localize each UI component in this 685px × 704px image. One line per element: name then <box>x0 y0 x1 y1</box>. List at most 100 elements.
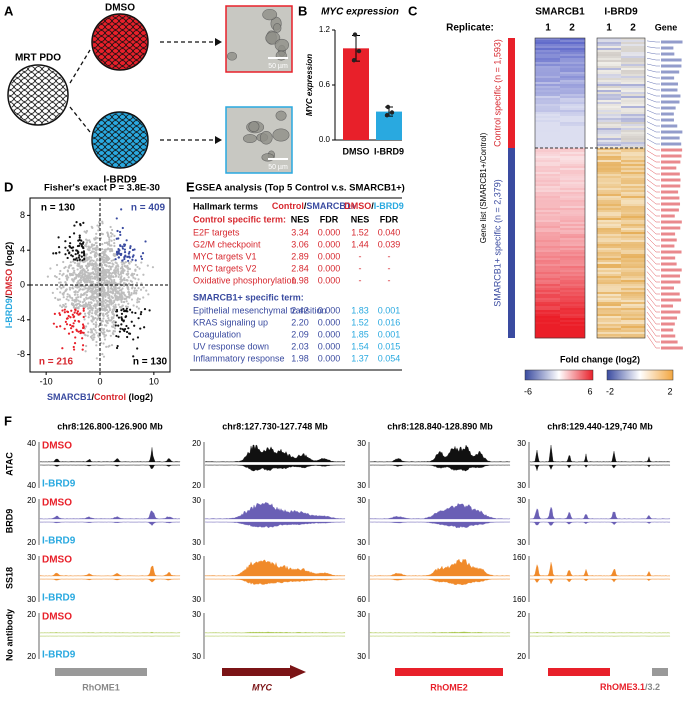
heatmap-cell <box>597 118 621 121</box>
heatmap-cell <box>621 124 645 127</box>
heatmap-cell <box>560 150 585 153</box>
scatter-dot <box>132 355 135 358</box>
scatter-dot <box>126 264 129 267</box>
scatter-dot <box>74 336 77 339</box>
scatter-dot <box>62 304 66 307</box>
scatter-dot <box>96 267 100 270</box>
track-scale: 30 <box>357 481 366 490</box>
heatmap-cell <box>535 46 560 49</box>
heatmap-cell <box>560 232 585 235</box>
scatter-dot <box>87 277 90 281</box>
heatmap-cell <box>535 114 560 117</box>
heatmap-cell <box>560 170 585 173</box>
gene-tick <box>646 156 660 163</box>
heatmap-cell <box>535 240 560 243</box>
scatter-dot <box>127 252 131 255</box>
heatmap-cell <box>535 218 560 221</box>
heatmap-cell <box>597 284 621 287</box>
scatter-dot <box>109 265 113 269</box>
heatmap-cell <box>560 302 585 305</box>
scatter-dot <box>72 304 76 307</box>
table-cell: KRAS signaling up <box>193 317 268 327</box>
heatmap-cell <box>560 214 585 217</box>
gene-tick <box>646 231 660 241</box>
gene-tick <box>646 259 660 271</box>
heatmap-cell <box>560 56 585 59</box>
scatter-dot <box>134 269 137 272</box>
scatter-dot <box>93 243 96 247</box>
scatter-dot <box>142 296 145 299</box>
heatmap-cell <box>621 242 645 245</box>
track-scale: 30 <box>517 439 526 448</box>
table-cell: 0.016 <box>378 317 401 327</box>
track-scale: 20 <box>192 439 201 448</box>
gene-name <box>661 328 674 332</box>
heatmap-cell <box>535 94 560 97</box>
scatter-dot <box>63 308 66 311</box>
scatter-dot <box>55 276 58 279</box>
scatter-dot <box>88 255 91 259</box>
heatmap-cell <box>560 312 585 315</box>
scatter-dot <box>82 315 85 319</box>
table-cell: 1.54 <box>351 341 369 351</box>
scatter-dot <box>88 313 91 316</box>
heatmap-cell <box>621 232 645 235</box>
heatmap-cell <box>560 294 585 297</box>
heatmap-cell <box>560 136 585 139</box>
scatter-dot <box>100 272 103 275</box>
heatmap-cell <box>535 226 560 229</box>
scatter-dot <box>84 305 87 309</box>
track-scale: 30 <box>192 496 201 505</box>
scatter-dot <box>108 247 112 251</box>
scatter-dot <box>65 305 68 308</box>
heatmap-cell <box>621 118 645 121</box>
heatmap-cell <box>560 316 585 319</box>
heatmap-cell <box>597 172 621 175</box>
heatmap-cell <box>535 84 560 87</box>
scatter-dot <box>111 292 115 295</box>
heatmap-cell <box>535 186 560 189</box>
heatmap-cell <box>621 44 645 47</box>
data-point <box>352 32 358 37</box>
heatmap-cell <box>597 300 621 303</box>
heatmap-cell <box>535 310 560 313</box>
scatter-dot <box>80 244 84 248</box>
scatter-dot <box>53 312 56 316</box>
heatmap-cell <box>535 166 560 169</box>
heatmap-cell <box>621 130 645 133</box>
scatter-dot <box>79 300 82 303</box>
scatter-dot <box>97 248 100 251</box>
heatmap-cell <box>535 208 560 211</box>
scatter-dot <box>113 282 116 285</box>
track-scale: 30 <box>357 538 366 547</box>
scatter-dot <box>102 328 106 331</box>
scatter-dot <box>109 275 112 279</box>
label-part: / <box>645 682 648 692</box>
micrograph-cell <box>274 38 290 52</box>
heatmap-frame <box>534 37 586 339</box>
gene-tick <box>646 127 660 133</box>
track-scale: 30 <box>517 538 526 547</box>
heatmap-cell <box>597 322 621 325</box>
heatmap-cell <box>597 168 621 171</box>
heatmap-cell <box>535 182 560 185</box>
scatter-dot <box>134 311 137 315</box>
scatter-dot <box>77 313 80 316</box>
gene-tick <box>646 115 660 121</box>
scatter-dot <box>65 317 69 320</box>
gene-label: RhOME1 <box>82 682 120 692</box>
heatmap-cell <box>560 138 585 141</box>
heatmap-cell <box>597 146 621 149</box>
scatter-dot <box>84 314 87 318</box>
scatter-dot <box>105 259 108 262</box>
scatter-dot <box>124 327 127 331</box>
heatmap-cell <box>621 208 645 211</box>
scatter-dot <box>113 280 116 283</box>
scatter-dot <box>110 300 113 303</box>
heatmap-cell <box>560 314 585 317</box>
scatter-dot <box>75 274 78 277</box>
scatter-dot <box>104 334 108 337</box>
scatter-dot <box>103 338 107 341</box>
data-point <box>356 48 362 54</box>
table-cell: - <box>359 275 362 285</box>
